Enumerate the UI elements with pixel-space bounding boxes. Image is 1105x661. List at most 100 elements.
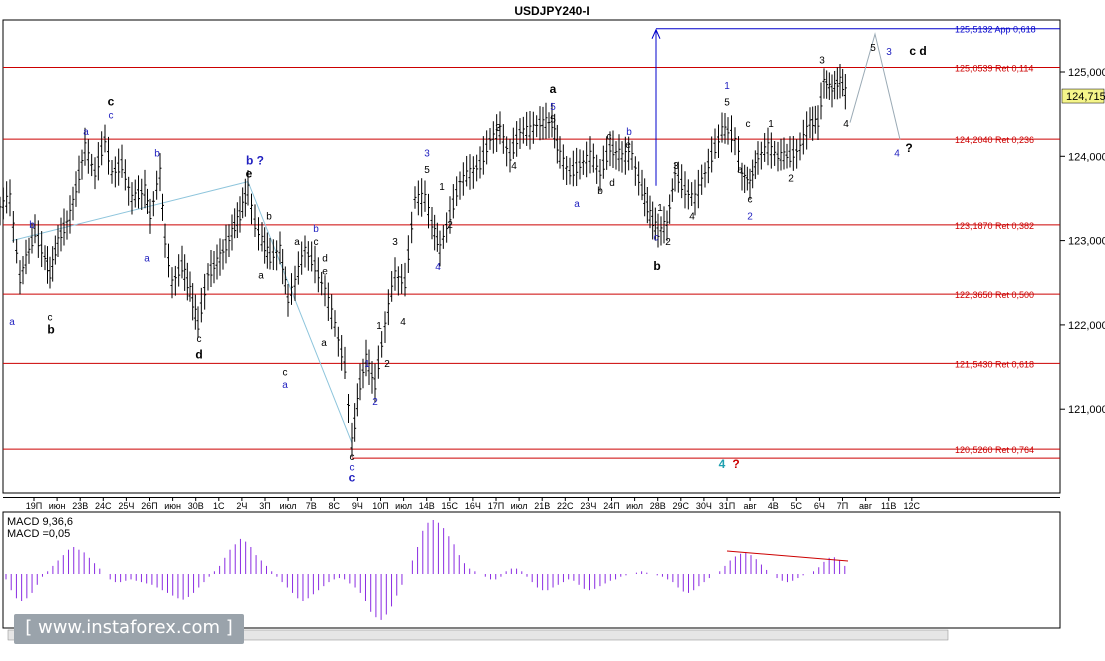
wave-label: 2 bbox=[447, 220, 453, 231]
wave-label: 2 bbox=[372, 397, 378, 408]
watermark: [ www.instaforex.com ] bbox=[14, 614, 244, 644]
wave-label: b bbox=[29, 220, 35, 231]
wave-label: 1 bbox=[376, 321, 382, 332]
wave-label: e bbox=[625, 140, 631, 151]
time-axis-line bbox=[3, 497, 1060, 498]
time-label: 24С bbox=[95, 501, 112, 511]
wave-label: 5 bbox=[550, 102, 556, 113]
time-label: 12С bbox=[904, 501, 921, 511]
time-label: 30В bbox=[188, 501, 204, 511]
wave-label: b bbox=[154, 148, 160, 159]
macd-divergence-line bbox=[726, 550, 849, 562]
wave-label: c bbox=[197, 334, 202, 345]
time-label: 24П bbox=[603, 501, 619, 511]
wave-label: a bbox=[574, 199, 580, 210]
current-price-box bbox=[1061, 88, 1105, 104]
time-label: 4В bbox=[768, 501, 779, 511]
wave-label: 4 bbox=[894, 148, 900, 159]
wave-label: c bbox=[350, 463, 355, 474]
wave-label: a bbox=[550, 82, 557, 96]
wave-label: a bbox=[144, 254, 150, 265]
time-label: 16Ч bbox=[465, 501, 481, 511]
wave-label: 2 bbox=[384, 359, 390, 370]
wave-label: b bbox=[313, 224, 319, 235]
chart-title: USDJPY240-I bbox=[514, 4, 589, 18]
wave-label: c bbox=[350, 452, 355, 463]
wave-label: c bbox=[607, 131, 612, 142]
macd-frame bbox=[2, 511, 1061, 629]
wave-label: c bbox=[283, 367, 288, 378]
wave-label: b bbox=[653, 259, 660, 273]
time-label: июн bbox=[49, 501, 66, 511]
wave-label: b bbox=[47, 322, 54, 336]
wave-label: c bbox=[748, 195, 753, 206]
wave-label: a bbox=[83, 127, 89, 138]
time-label: 10П bbox=[372, 501, 388, 511]
level-label: 124,2040 Ret 0,236 bbox=[955, 135, 1034, 145]
price-plot-frame bbox=[2, 19, 1061, 494]
time-label: 5С bbox=[791, 501, 803, 511]
price-tick-label: 123,000 bbox=[1068, 236, 1105, 248]
time-label: 30Ч bbox=[696, 501, 712, 511]
time-label: 3П bbox=[259, 501, 270, 511]
wave-label: c bbox=[746, 119, 751, 130]
wave-label: 3 bbox=[673, 161, 679, 172]
macd-label-1: MACD 9,36,6 bbox=[7, 516, 73, 528]
wave-label: 3 bbox=[886, 47, 892, 58]
wave-label: 1 bbox=[439, 182, 445, 193]
wave-label: ? bbox=[732, 457, 739, 471]
footer-band bbox=[7, 629, 949, 641]
projection-line bbox=[849, 32, 901, 140]
time-label: 7П bbox=[837, 501, 848, 511]
wave-label: d bbox=[322, 254, 328, 265]
time-label: 25Ч bbox=[118, 501, 134, 511]
time-label: 22С bbox=[557, 501, 574, 511]
level-label: 125,5132 App 0,618 bbox=[955, 25, 1036, 35]
wave-label: d bbox=[609, 178, 615, 189]
level-label: 123,1870 Ret 0,382 bbox=[955, 221, 1034, 231]
time-label: июн bbox=[164, 501, 181, 511]
price-tick-label: 121,000 bbox=[1068, 404, 1105, 416]
time-label: 29С bbox=[673, 501, 690, 511]
wave-label: 2 bbox=[788, 174, 794, 185]
wave-label: d bbox=[195, 348, 202, 362]
time-label: июл bbox=[280, 501, 297, 511]
price-tick-label: 124,000 bbox=[1068, 151, 1105, 163]
wave-label: c bbox=[48, 313, 53, 324]
time-label: 1С bbox=[213, 501, 225, 511]
target-arrow-head bbox=[651, 28, 661, 39]
wave-label: 4 bbox=[435, 262, 441, 273]
time-label: 17П bbox=[488, 501, 504, 511]
wave-label: 4 bbox=[719, 457, 726, 471]
wave-label: 1 bbox=[768, 119, 774, 130]
wave-label: a bbox=[282, 380, 288, 391]
wave-label: a bbox=[9, 317, 15, 328]
level-label: 125,0539 Ret 0,114 bbox=[955, 63, 1033, 73]
time-label: авг bbox=[744, 501, 758, 511]
level-label: 120,5260 Ret 0,764 bbox=[955, 445, 1034, 455]
time-label: 6Ч bbox=[814, 501, 825, 511]
wave-label: 2 bbox=[747, 212, 753, 223]
wave-label: 1 bbox=[364, 359, 370, 370]
wave-label: 5 bbox=[550, 115, 556, 126]
wave-label: 4 bbox=[511, 161, 517, 172]
time-label: 14В bbox=[419, 501, 435, 511]
wave-label: 3 bbox=[424, 148, 430, 159]
time-label: 23В bbox=[72, 501, 88, 511]
level-label: 122,3650 Ret 0,500 bbox=[955, 290, 1034, 300]
wave-label: 4 bbox=[843, 119, 849, 130]
wave-label: 5 bbox=[424, 165, 430, 176]
wave-label: 4 bbox=[400, 317, 406, 328]
wave-label: a bbox=[737, 165, 743, 176]
wave-label: b ? bbox=[246, 154, 264, 168]
wave-label: c bbox=[314, 237, 319, 248]
wave-label: 3 bbox=[392, 237, 398, 248]
wave-label: c bbox=[349, 471, 356, 485]
time-label: 23Ч bbox=[580, 501, 596, 511]
wave-label: e bbox=[322, 266, 328, 277]
time-label: 19П bbox=[26, 501, 42, 511]
time-label: июл bbox=[511, 501, 528, 511]
level-label: 121,5430 Ret 0,618 bbox=[955, 359, 1034, 369]
price-tick-label: 122,000 bbox=[1068, 320, 1105, 332]
